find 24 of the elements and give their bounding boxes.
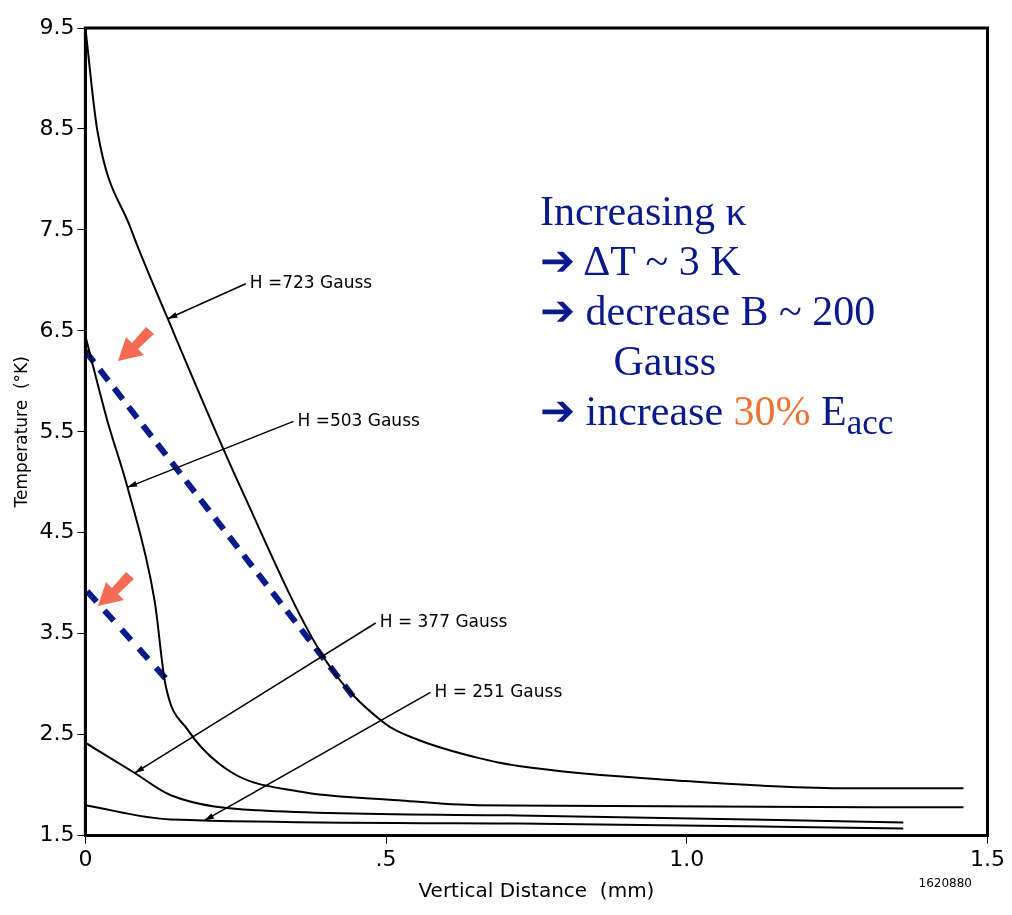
annotation: ➔ ΔT ~ 3 K xyxy=(540,237,742,286)
x-tick-label: 1.0 xyxy=(669,845,705,871)
x-tick-label: 1.5 xyxy=(970,845,1006,871)
y-tick-label: 2.5 xyxy=(39,720,75,746)
y-tick-label: 8.5 xyxy=(39,114,75,140)
y-tick-label: 5.5 xyxy=(39,417,75,443)
x-axis-title: Vertical Distance (mm) xyxy=(418,878,655,903)
text: 1620880 xyxy=(918,876,972,890)
x-tick-label: .5 xyxy=(375,845,397,871)
x-tick-label: 0 xyxy=(78,845,93,871)
y-tick-label: 6.5 xyxy=(39,316,75,342)
y-tick-label: 9.5 xyxy=(39,13,75,39)
annotation: Increasing κ xyxy=(540,187,748,236)
y-tick-label: 3.5 xyxy=(39,619,75,645)
annotation: H =723 Gauss xyxy=(249,272,373,293)
y-axis-title: Temperature (°K) xyxy=(10,356,31,509)
annotation: H =503 Gauss xyxy=(297,409,420,430)
y-tick-label: 7.5 xyxy=(39,215,75,241)
y-tick-label: 4.5 xyxy=(39,518,75,544)
y-tick-label: 1.5 xyxy=(39,821,75,847)
annotation: H = 377 Gauss xyxy=(379,611,508,632)
annotation: ➔ decrease B ~ 200 Gauss xyxy=(540,287,877,386)
annotation: H = 251 Gauss xyxy=(434,680,563,701)
annotation: ➔ increase 30% E$_{acc}$ xyxy=(540,387,895,445)
